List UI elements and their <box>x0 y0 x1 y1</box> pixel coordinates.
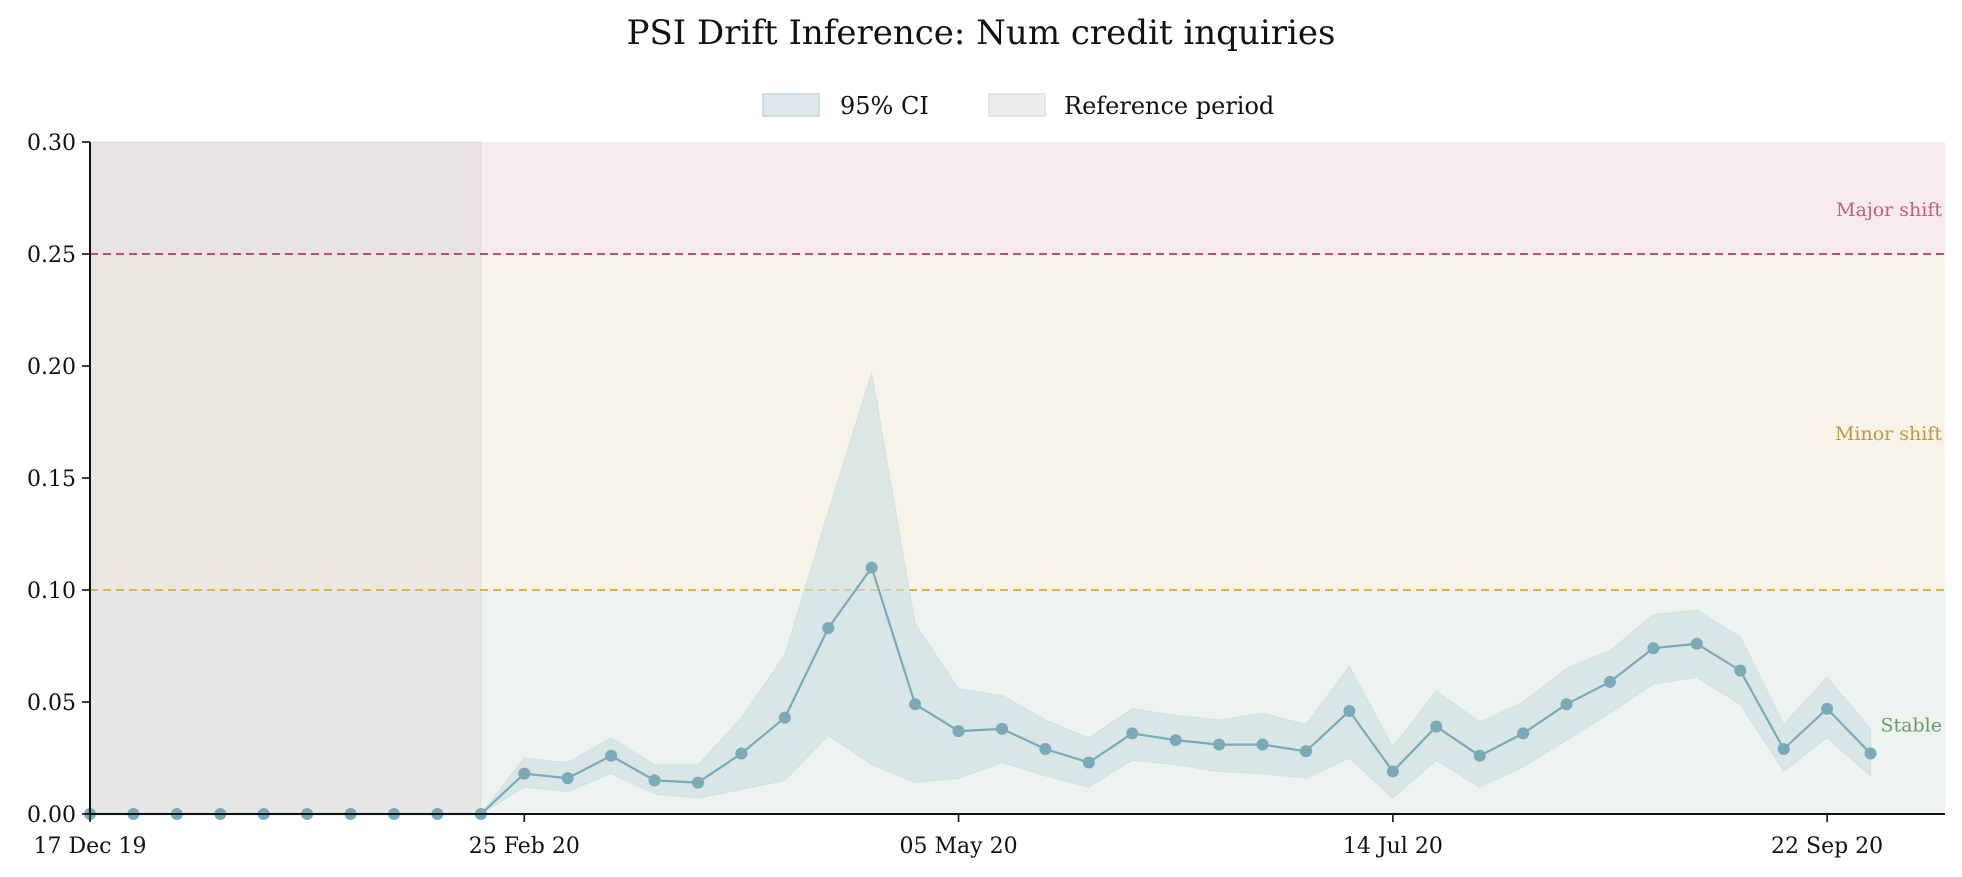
zone-band-1 <box>90 254 1945 590</box>
data-point <box>1690 637 1703 650</box>
reference-period <box>89 141 482 815</box>
data-point <box>1821 702 1834 715</box>
data-point <box>1864 747 1877 760</box>
data-point <box>1082 756 1095 769</box>
y-tick-label: 0.10 <box>27 579 76 604</box>
legend-label-0: 95% CI <box>840 92 929 120</box>
legend: 95% CI Reference period <box>762 92 1274 120</box>
data-point <box>1560 698 1573 711</box>
data-point <box>648 774 661 787</box>
data-point <box>1647 642 1660 655</box>
zone-bands <box>90 142 1945 814</box>
data-point <box>1169 734 1182 747</box>
chart-title: PSI Drift Inference: Num credit inquirie… <box>627 13 1336 53</box>
data-point <box>1777 743 1790 756</box>
axes: 0.00 0.05 0.10 0.15 0.20 0.25 0.30 17 Dec 19 25 … <box>27 131 1945 859</box>
data-point <box>1126 727 1139 740</box>
data-point <box>1473 749 1486 762</box>
legend-swatch-1 <box>988 93 1046 117</box>
data-point <box>1343 704 1356 717</box>
threshold-lines <box>90 253 1945 591</box>
data-point <box>1603 675 1616 688</box>
data-point <box>909 698 922 711</box>
x-tick-label: 05 May 20 <box>900 834 1018 859</box>
data-point <box>1039 743 1052 756</box>
data-point <box>822 622 835 635</box>
zone-band-0 <box>90 142 1945 254</box>
data-point <box>1430 720 1443 733</box>
data-point <box>1299 745 1312 758</box>
data-point <box>1517 727 1530 740</box>
x-tick-label: 17 Dec 19 <box>34 834 147 859</box>
data-point <box>561 772 574 785</box>
y-tick-label: 0.05 <box>27 691 76 716</box>
data-point <box>865 561 878 574</box>
y-tick-label: 0.15 <box>27 467 76 492</box>
data-point <box>778 711 791 724</box>
legend-label-1: Reference period <box>1064 92 1274 120</box>
data-point <box>1213 738 1226 751</box>
data-point <box>1734 664 1747 677</box>
data-point <box>518 767 531 780</box>
x-tick-label: 22 Sep 20 <box>1771 834 1883 859</box>
data-point <box>735 747 748 760</box>
zone-label-1: Minor shift <box>1835 423 1942 445</box>
data-point <box>691 776 704 789</box>
data-point <box>605 749 618 762</box>
data-point <box>1256 738 1269 751</box>
x-tick-label: 14 Jul 20 <box>1343 834 1443 859</box>
y-tick-label: 0.00 <box>27 803 76 828</box>
y-tick-label: 0.30 <box>27 131 76 156</box>
zone-labels: Major shift Minor shift Stable <box>1835 199 1942 736</box>
data-point <box>995 722 1008 735</box>
data-point <box>952 725 965 738</box>
zone-label-2: Stable <box>1881 714 1942 736</box>
zone-band-2 <box>90 590 1945 814</box>
legend-swatch-0 <box>762 93 820 117</box>
data-point <box>1386 765 1399 778</box>
reference-period-band <box>89 141 482 815</box>
x-tick-label: 25 Feb 20 <box>469 834 580 859</box>
y-tick-label: 0.25 <box>27 243 76 268</box>
y-tick-label: 0.20 <box>27 355 76 380</box>
zone-label-0: Major shift <box>1836 199 1942 221</box>
